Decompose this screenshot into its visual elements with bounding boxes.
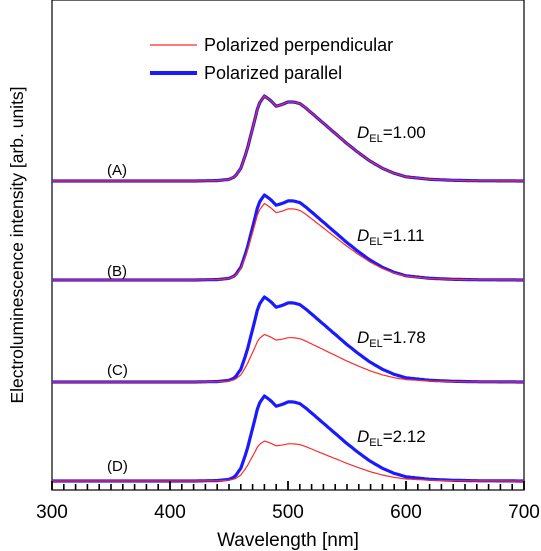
dichroic-ratio-annotation: DEL=2.12 [357,427,426,449]
legend-label-perpendicular: Polarized perpendicular [204,35,393,55]
spectra-curves [52,94,524,483]
panel-label: (C) [107,362,128,379]
legend-label-parallel: Polarized parallel [204,63,342,83]
series-line-perpendicular [52,333,524,383]
dichroic-ratio-annotation: DEL=1.00 [357,123,426,145]
panel-labels: (A) (B) (C) (D) [107,162,128,475]
legend: Polarized perpendicular Polarized parall… [150,35,393,83]
x-tick-label: 700 [508,502,540,523]
x-axis-label: Wavelength [nm] [217,530,359,551]
x-tick-label: 400 [154,502,186,523]
y-axis-label: Electroluminescence intensity [arb. unit… [7,86,27,403]
dichroic-ratio-annotation: DEL=1.78 [357,328,426,350]
x-tick-label: 300 [36,502,68,523]
panel-label: (D) [107,458,128,475]
x-tick-label: 600 [390,502,422,523]
panel-label: (B) [107,263,127,280]
series-line-perpendicular [52,440,524,482]
x-axis-ticks [51,481,525,490]
series-line-perpendicular [52,95,524,182]
x-tick-labels: 300 400 500 600 700 [36,502,540,523]
panel-label: (A) [107,162,127,179]
x-tick-label: 500 [272,502,304,523]
series-line-perpendicular [52,202,524,281]
dichroic-ratio-annotation: DEL=1.11 [357,226,425,248]
dichroic-ratio-annotations: DEL=1.00 DEL=1.11 DEL=1.78 DEL=2.12 [357,123,426,449]
